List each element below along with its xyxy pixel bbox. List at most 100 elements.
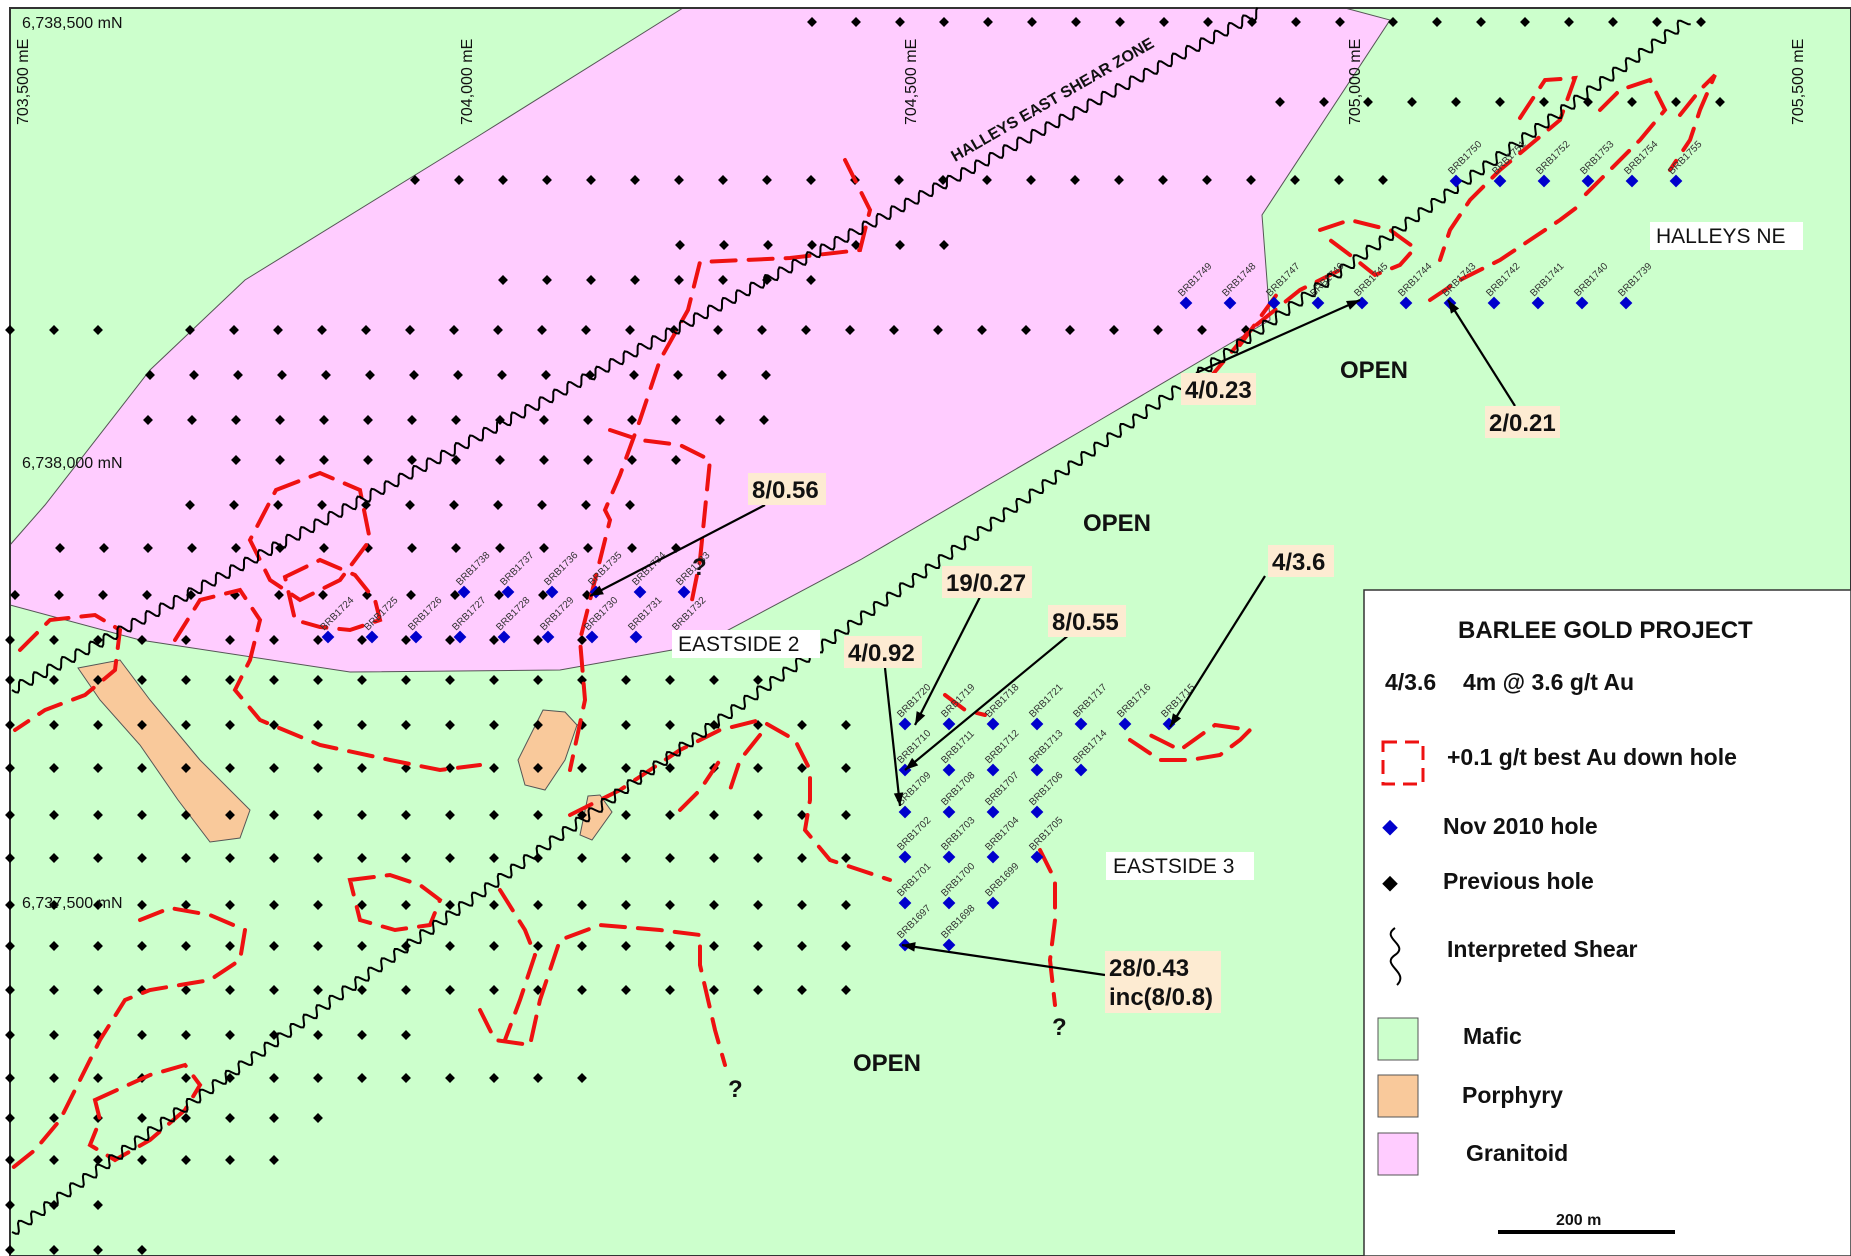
previous-hole-marker <box>225 1030 235 1040</box>
previous-hole-marker <box>845 325 855 335</box>
legend-example-value: 4/3.6 <box>1385 669 1436 695</box>
previous-hole-marker <box>982 175 992 185</box>
previous-hole-marker <box>225 763 235 773</box>
open-question-mark: ? <box>692 554 707 581</box>
previous-hole-marker <box>405 500 415 510</box>
previous-hole-marker <box>401 635 411 645</box>
previous-hole-marker <box>319 455 329 465</box>
legend-title: BARLEE GOLD PROJECT <box>1458 617 1753 644</box>
previous-hole-marker <box>671 415 681 425</box>
previous-hole-marker <box>581 500 591 510</box>
anomaly-outline <box>173 587 482 773</box>
previous-hole-marker <box>143 543 153 553</box>
previous-hole-marker <box>145 370 155 380</box>
previous-hole-marker <box>313 941 323 951</box>
previous-hole-marker <box>1407 97 1417 107</box>
previous-hole-marker <box>319 415 329 425</box>
previous-hole-marker <box>665 675 675 685</box>
previous-hole-marker <box>938 175 948 185</box>
previous-hole-marker <box>313 635 323 645</box>
result-callout: 8/0.55 <box>1052 609 1119 636</box>
previous-hole-marker <box>401 1030 411 1040</box>
previous-hole-marker <box>445 810 455 820</box>
anomaly-outlines-layer <box>8 73 1717 1172</box>
anomaly-outline <box>1578 77 1668 202</box>
previous-hole-marker <box>627 543 637 553</box>
previous-hole-marker <box>181 853 191 863</box>
previous-hole-marker <box>1520 17 1530 27</box>
previous-hole-marker <box>539 415 549 425</box>
result-arrowhead <box>902 942 916 952</box>
previous-hole-marker <box>665 985 675 995</box>
previous-hole-marker <box>807 17 817 27</box>
previous-hole-marker <box>1246 175 1256 185</box>
previous-hole-marker <box>489 675 499 685</box>
previous-hole-marker <box>1319 97 1329 107</box>
anomaly-outline <box>728 733 762 792</box>
previous-hole-marker <box>181 1155 191 1165</box>
previous-hole-marker <box>1109 325 1119 335</box>
previous-hole-marker <box>753 985 763 995</box>
previous-hole-marker <box>445 853 455 863</box>
previous-hole-marker <box>797 810 807 820</box>
previous-hole-marker <box>137 763 147 773</box>
result-callout: 4/0.92 <box>848 640 915 667</box>
anomaly-outline <box>1668 73 1717 172</box>
result-arrowhead <box>1170 713 1182 727</box>
previous-hole-marker <box>361 500 371 510</box>
anomaly-outline <box>1206 268 1342 382</box>
previous-hole-marker <box>142 590 152 600</box>
previous-hole-marker <box>709 810 719 820</box>
previous-hole-marker <box>801 325 811 335</box>
previous-hole-marker <box>49 1073 59 1083</box>
previous-hole-marker <box>49 900 59 910</box>
northing-label: 6,738,500 mN <box>22 15 123 32</box>
previous-hole-marker <box>269 763 279 773</box>
previous-hole-marker <box>498 175 508 185</box>
previous-hole-marker <box>1159 17 1169 27</box>
previous-hole-marker <box>5 763 15 773</box>
previous-hole-marker <box>542 275 552 285</box>
previous-hole-marker <box>939 240 949 250</box>
previous-hole-marker <box>137 941 147 951</box>
previous-hole-marker <box>1608 17 1618 27</box>
previous-hole-marker <box>93 853 103 863</box>
anomaly-outline <box>608 428 713 612</box>
result-arrow <box>1169 575 1266 728</box>
previous-hole-marker <box>445 1073 455 1083</box>
previous-hole-marker <box>718 275 728 285</box>
previous-hole-marker <box>841 985 851 995</box>
previous-hole-marker <box>621 900 631 910</box>
legend-item-label: Granitoid <box>1466 1140 1568 1166</box>
previous-hole-marker <box>533 941 543 951</box>
previous-hole-marker <box>841 941 851 951</box>
previous-hole-marker <box>231 415 241 425</box>
previous-hole-marker <box>621 810 631 820</box>
previous-hole-marker <box>498 275 508 285</box>
previous-hole-marker <box>493 500 503 510</box>
previous-hole-marker <box>621 941 631 951</box>
previous-hole-marker <box>137 635 147 645</box>
scale-bar-label: 200 m <box>1556 1212 1601 1229</box>
previous-hole-marker <box>674 275 684 285</box>
dashed-red-box-icon <box>1381 740 1425 786</box>
previous-hole-marker <box>93 1245 103 1255</box>
previous-hole-marker <box>713 325 723 335</box>
previous-hole-marker <box>313 1113 323 1123</box>
previous-hole-marker <box>494 590 504 600</box>
previous-hole-marker <box>1197 325 1207 335</box>
easting-label: 705,500 mE <box>1790 39 1807 125</box>
previous-hole-marker <box>313 985 323 995</box>
previous-hole-marker <box>1378 175 1388 185</box>
previous-hole-marker <box>445 900 455 910</box>
previous-hole-marker <box>489 810 499 820</box>
previous-hole-marker <box>445 635 455 645</box>
previous-hole-marker <box>49 635 59 645</box>
previous-hole-marker <box>225 985 235 995</box>
previous-hole-marker <box>269 675 279 685</box>
previous-hole-marker <box>225 941 235 951</box>
previous-hole-marker <box>137 720 147 730</box>
previous-hole-marker <box>1071 17 1081 27</box>
previous-hole-marker <box>407 455 417 465</box>
